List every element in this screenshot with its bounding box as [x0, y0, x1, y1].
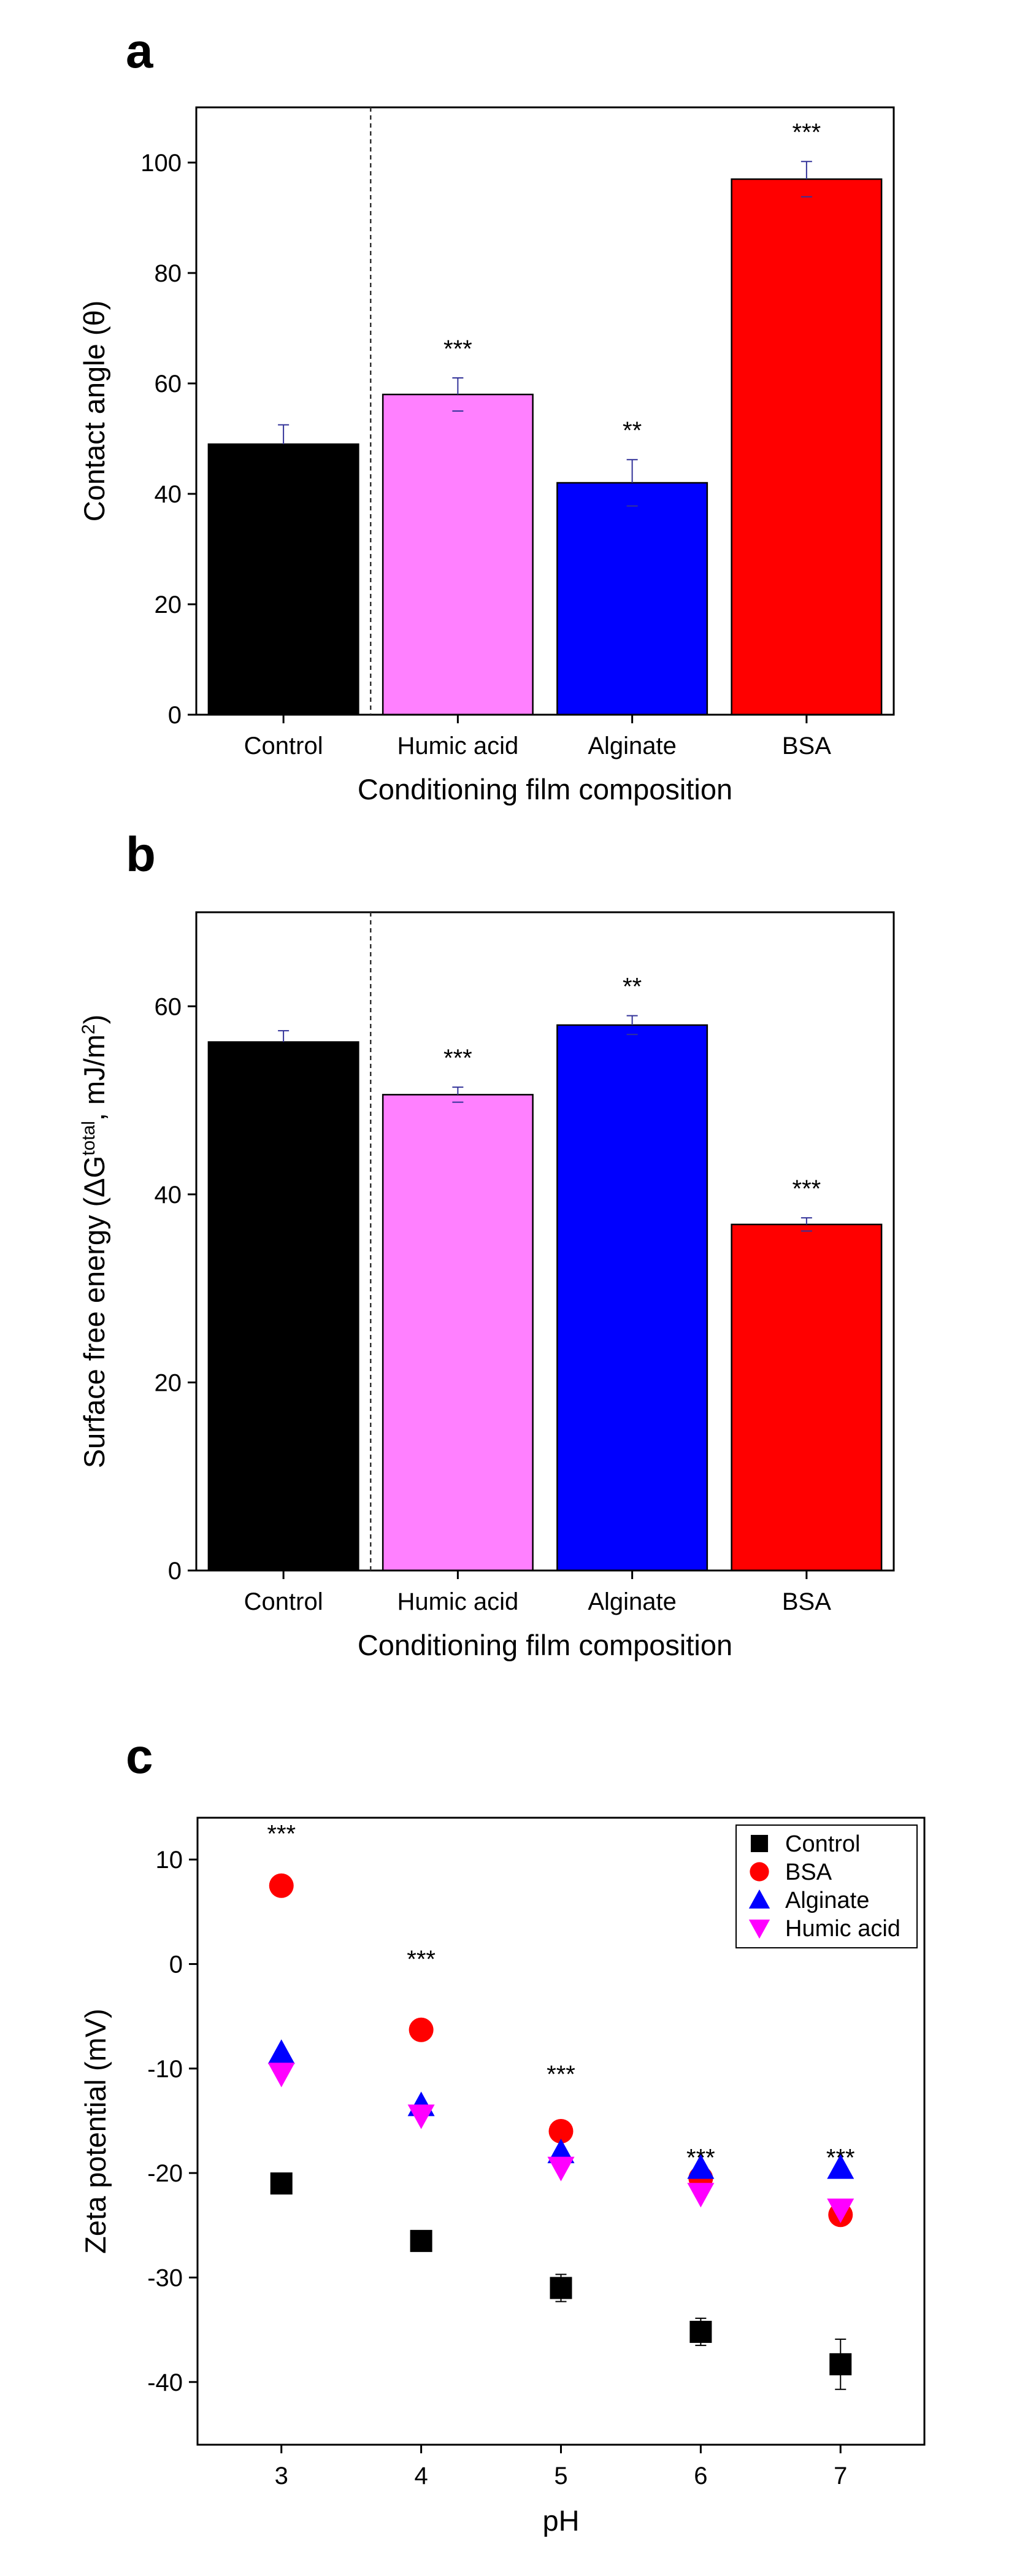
point-humic-acid	[407, 2104, 435, 2129]
pa-y-tick-label: 20	[155, 591, 182, 618]
pc-x-tick-label: 5	[554, 2463, 567, 2489]
significance-label: ***	[547, 2061, 575, 2088]
point-alginate	[267, 2039, 295, 2064]
pa-x-tick-label: Humic acid	[397, 732, 518, 759]
point-control	[410, 2229, 432, 2252]
point-humic-acid	[687, 2183, 715, 2208]
pb-x-tick-label: Alginate	[588, 1588, 677, 1615]
point-alginate	[827, 2154, 854, 2179]
panel-c-plot-frame	[196, 1817, 926, 2446]
bar-control	[207, 1041, 359, 1572]
legend-label-humic-acid: Humic acid	[785, 1916, 900, 1942]
panel-a-x-axis-title: Conditioning film composition	[358, 773, 732, 805]
pb-y-tick-label: 20	[155, 1369, 182, 1396]
bar-alginate	[556, 482, 708, 716]
pc-x-tick-label: 4	[414, 2463, 428, 2489]
pc-y-tick-label: -20	[147, 2160, 183, 2187]
point-alginate	[687, 2154, 715, 2179]
legend-marker-humic-acid	[748, 1919, 770, 1939]
bar-bsa	[731, 178, 883, 716]
significance-label: **	[623, 417, 642, 444]
point-control	[829, 2353, 852, 2375]
point-bsa	[409, 2017, 434, 2042]
pa-y-tick-label: 0	[168, 702, 182, 729]
pc-y-tick-label: -10	[147, 2056, 183, 2083]
point-bsa	[548, 2119, 574, 2143]
legend-marker-control	[750, 1834, 769, 1853]
legend-label-bsa: BSA	[785, 1859, 832, 1885]
pa-y-tick-label: 80	[155, 260, 182, 287]
significance-label: ***	[443, 336, 472, 363]
legend-marker-bsa	[750, 1862, 769, 1882]
pb-x-tick-label: Humic acid	[397, 1588, 518, 1615]
bar-bsa	[731, 1223, 883, 1572]
pa-x-tick-label: Alginate	[588, 732, 677, 759]
panel-c-x-axis-title: pH	[542, 2504, 579, 2537]
significance-label: ***	[793, 119, 821, 146]
pc-x-tick-label: 3	[275, 2463, 288, 2489]
panel-b-y-axis-title: Surface free energy (ΔGtotal, mJ/m2)	[78, 1015, 110, 1469]
point-humic-acid	[827, 2198, 854, 2223]
legend-label-control: Control	[785, 1831, 861, 1857]
pc-y-tick-label: 0	[169, 1951, 183, 1978]
panel-b-plot-frame	[195, 911, 895, 1572]
panel-b-x-axis-title: Conditioning film composition	[358, 1629, 732, 1661]
pb-x-tick-label: Control	[244, 1588, 323, 1615]
bar-humic-acid	[382, 393, 534, 716]
significance-label: ***	[793, 1175, 821, 1202]
significance-label: ***	[407, 1946, 436, 1973]
pc-x-tick-label: 7	[834, 2463, 847, 2489]
pc-y-tick-label: -40	[147, 2369, 183, 2396]
pc-y-tick-label: -30	[147, 2264, 183, 2291]
point-control	[270, 2172, 293, 2195]
pb-x-tick-label: BSA	[782, 1588, 831, 1615]
panel-a-letter: a	[126, 23, 153, 78]
bar-control	[207, 443, 359, 716]
point-control	[689, 2321, 712, 2343]
legend-label-alginate: Alginate	[785, 1888, 869, 1913]
panel-b-letter: b	[126, 827, 156, 882]
pa-y-tick-label: 100	[140, 150, 182, 177]
panel-a-y-axis-title: Contact angle (θ)	[78, 301, 110, 522]
bar-humic-acid	[382, 1094, 534, 1572]
panel-c-y-axis-title: Zeta potential (mV)	[79, 2009, 112, 2254]
bar-alginate	[556, 1024, 708, 1572]
significance-label: ***	[443, 1045, 472, 1072]
pa-x-tick-label: BSA	[782, 732, 831, 759]
pc-x-tick-label: 6	[694, 2463, 707, 2489]
pb-y-tick-label: 0	[168, 1558, 182, 1585]
pc-y-tick-label: 10	[156, 1847, 183, 1874]
point-humic-acid	[547, 2156, 575, 2182]
pa-y-tick-label: 60	[155, 371, 182, 398]
point-bsa	[269, 1873, 294, 1898]
panel-c-letter: c	[126, 1729, 153, 1783]
significance-label: **	[623, 974, 642, 1001]
pa-y-tick-label: 40	[155, 481, 182, 508]
legend-marker-alginate	[748, 1889, 770, 1909]
point-control	[550, 2277, 572, 2299]
significance-label: ***	[267, 1821, 296, 1848]
point-humic-acid	[267, 2063, 295, 2088]
pb-y-tick-label: 40	[155, 1182, 182, 1209]
pa-x-tick-label: Control	[244, 732, 323, 759]
pb-y-tick-label: 60	[155, 993, 182, 1020]
panel-a-plot-frame	[195, 106, 895, 716]
